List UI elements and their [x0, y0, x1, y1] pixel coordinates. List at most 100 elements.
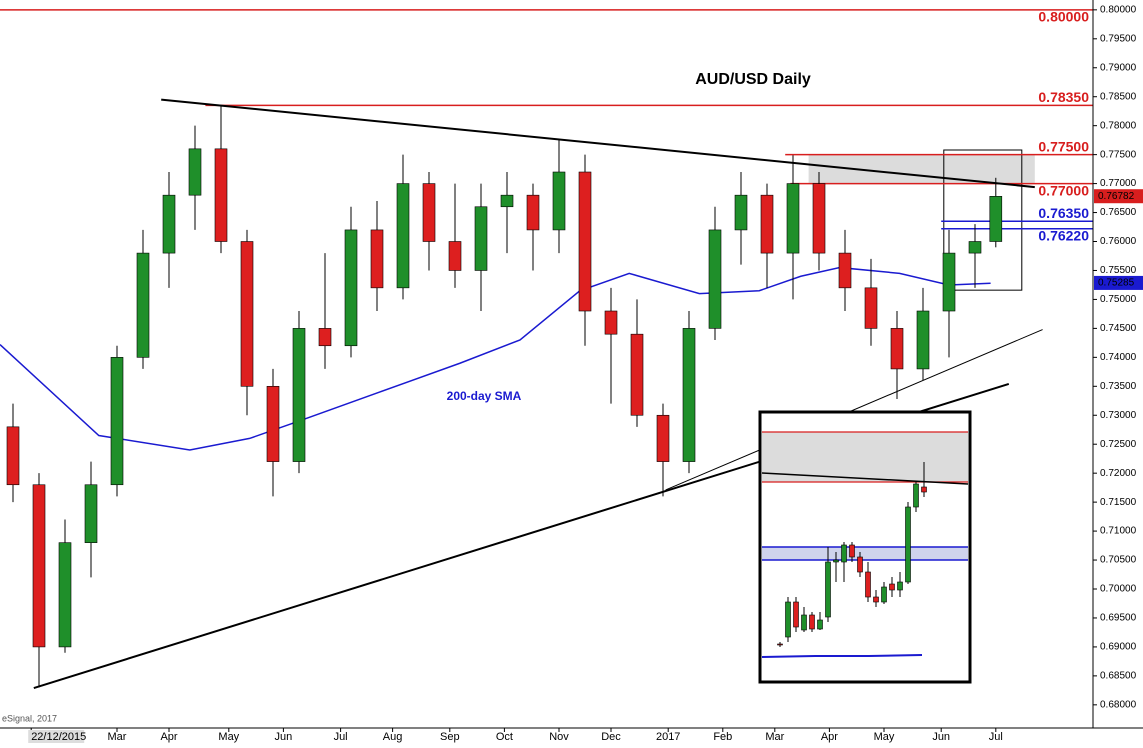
- x-tick-label: Mar: [108, 731, 127, 743]
- candle-body: [785, 601, 791, 638]
- candle-body: [913, 483, 919, 508]
- level-label: 0.77500: [1038, 138, 1089, 154]
- candle-body: [682, 328, 696, 462]
- inset-zone: [762, 432, 968, 482]
- y-tick-label: 0.71500: [1100, 497, 1137, 508]
- last-price-marker: [1094, 189, 1143, 204]
- candle-body: [968, 241, 982, 254]
- candle-body: [110, 357, 124, 486]
- level-label: 0.76220: [1038, 227, 1089, 243]
- resistance-zone: [808, 154, 1035, 184]
- x-tick-label: Jul: [989, 731, 1003, 743]
- candle-body: [6, 426, 20, 486]
- x-tick-label: Apr: [821, 731, 838, 743]
- y-tick-label: 0.74000: [1100, 352, 1137, 363]
- candle-body: [552, 171, 566, 231]
- inset-chart: [758, 410, 972, 684]
- x-tick-label: Aug: [383, 731, 403, 743]
- candle-body: [777, 643, 783, 646]
- x-tick-highlight: [28, 730, 85, 743]
- y-tick-label: 0.70000: [1100, 584, 1137, 595]
- x-tick-label: Feb: [713, 731, 732, 743]
- y-tick-label: 0.71000: [1100, 526, 1137, 537]
- candle-body: [474, 206, 488, 271]
- y-tick-label: 0.73500: [1100, 381, 1137, 392]
- x-tick-label: May: [218, 731, 239, 743]
- y-tick-label: 0.73000: [1100, 410, 1137, 421]
- trendline: [161, 98, 1035, 189]
- x-tick-label: Jul: [334, 731, 348, 743]
- candle-body: [890, 328, 904, 370]
- candle-body: [760, 194, 774, 254]
- candle-body: [318, 328, 332, 347]
- y-tick-label: 0.68000: [1100, 699, 1137, 710]
- x-tick-label: Oct: [496, 731, 513, 743]
- candle-body: [865, 571, 871, 598]
- focus-box: [943, 149, 1023, 291]
- candle-body: [857, 556, 863, 573]
- level-label: 0.80000: [1038, 9, 1089, 25]
- y-tick-label: 0.68500: [1100, 671, 1137, 682]
- candle-body: [849, 544, 855, 558]
- candle-body: [526, 194, 540, 231]
- candle-body: [162, 194, 176, 254]
- inset-band: [762, 547, 968, 560]
- candle-body: [889, 583, 895, 591]
- x-tick-label: Dec: [601, 731, 621, 743]
- candle-body: [396, 183, 410, 289]
- y-tick-label: 0.69500: [1100, 613, 1137, 624]
- candle-body: [604, 310, 618, 335]
- last-price-marker-label: 0.76782: [1098, 191, 1135, 202]
- candle-body: [897, 581, 903, 591]
- y-tick-label: 0.69000: [1100, 642, 1137, 653]
- x-tick-label: May: [874, 731, 895, 743]
- x-tick-label: Jun: [932, 731, 950, 743]
- candle-body: [793, 601, 799, 628]
- candle-body: [833, 559, 839, 563]
- candle-body: [873, 596, 879, 603]
- y-tick-label: 0.75000: [1100, 294, 1137, 305]
- candle-body: [656, 414, 670, 462]
- candle-body: [32, 484, 46, 648]
- trendline: [665, 329, 1043, 491]
- candle-body: [448, 241, 462, 271]
- candle-body: [801, 614, 807, 631]
- candle-body: [630, 333, 644, 416]
- level-label: 0.76350: [1038, 205, 1089, 221]
- y-tick-label: 0.78500: [1100, 91, 1137, 102]
- x-tick-label: 22/12/2015: [31, 731, 86, 743]
- sma-price-marker: [1094, 275, 1143, 290]
- y-tick-label: 0.79500: [1100, 33, 1137, 44]
- candle-body: [812, 183, 826, 254]
- candle-body: [240, 241, 254, 387]
- candle-body: [838, 252, 852, 289]
- candle-body: [841, 544, 847, 563]
- level-label: 0.77000: [1038, 182, 1089, 198]
- x-tick-label: Nov: [549, 731, 569, 743]
- candle-body: [989, 196, 1003, 242]
- inset-sma: [761, 654, 923, 658]
- level-label: 0.78350: [1038, 89, 1089, 105]
- candle-body: [214, 148, 228, 242]
- y-tick-label: 0.76000: [1100, 236, 1137, 247]
- y-tick-label: 0.72500: [1100, 439, 1137, 450]
- candle-body: [881, 586, 887, 603]
- y-tick-label: 0.70500: [1100, 555, 1137, 566]
- y-tick-label: 0.77000: [1100, 178, 1137, 189]
- x-tick-label: Apr: [160, 731, 177, 743]
- candle-body: [708, 229, 722, 329]
- candle-body: [809, 614, 815, 630]
- plot: 0.80000 0.78350 0.77500 0.77000 0.76350 0.762…: [0, 9, 1093, 689]
- y-tick-label: 0.76500: [1100, 207, 1137, 218]
- chart-title: AUD/USD Daily: [695, 71, 811, 88]
- candle-body: [188, 148, 202, 196]
- source: eSignal, 2017: [2, 713, 57, 723]
- y-tick-label: 0.79000: [1100, 62, 1137, 73]
- candle-body: [58, 542, 72, 648]
- y-tick-label: 0.74500: [1100, 323, 1137, 334]
- inset-trendline: [761, 472, 969, 485]
- sma-annotation: 200-day SMA: [447, 389, 522, 403]
